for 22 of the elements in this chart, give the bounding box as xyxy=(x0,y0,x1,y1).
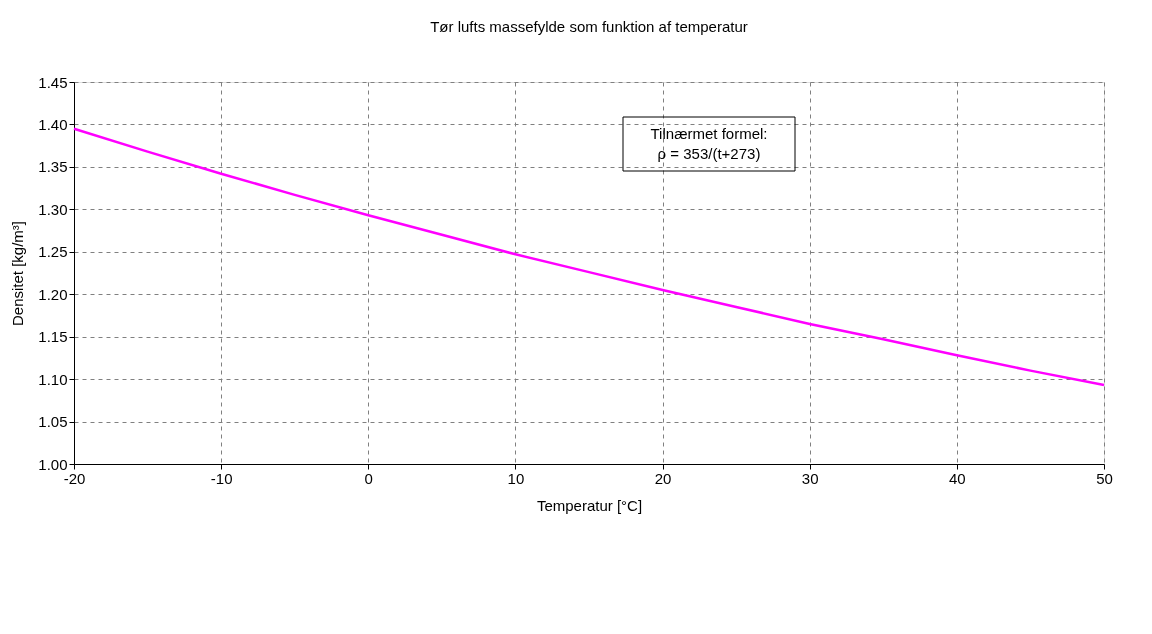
chart-title: Tør lufts massefylde som funktion af temperatur xyxy=(430,18,748,35)
x-tick-label: -10 xyxy=(210,469,233,487)
x-tick-label: 30 xyxy=(801,469,819,487)
y-tick-label: 1.30 xyxy=(38,200,68,218)
y-tick-label: 1.35 xyxy=(38,158,68,176)
x-tick-label: 40 xyxy=(949,469,966,487)
y-tick-label: 1.05 xyxy=(38,413,68,431)
x-tick-label: 10 xyxy=(507,469,525,487)
x-axis-title: Temperatur [°C] xyxy=(536,496,643,514)
x-tick-label: 20 xyxy=(654,469,672,487)
y-tick-label: 1.40 xyxy=(38,115,68,133)
line-series xyxy=(72,127,1106,387)
annotation: Tilnærmet formel: xyxy=(650,125,768,142)
y-tick-label: 1.25 xyxy=(38,243,68,261)
x-tick-label: 50 xyxy=(1096,469,1113,487)
y-tick-label: 1.45 xyxy=(38,73,68,91)
y-axis-title: Densitet [kg/m³] xyxy=(9,220,27,327)
annotation: ρ = 353/(t+273) xyxy=(657,145,761,162)
x-tick-label: 0 xyxy=(364,469,373,487)
y-tick-label: 1.15 xyxy=(38,328,68,346)
y-tick-label: 1.10 xyxy=(38,370,68,388)
y-tick-label: 1.20 xyxy=(38,285,68,303)
